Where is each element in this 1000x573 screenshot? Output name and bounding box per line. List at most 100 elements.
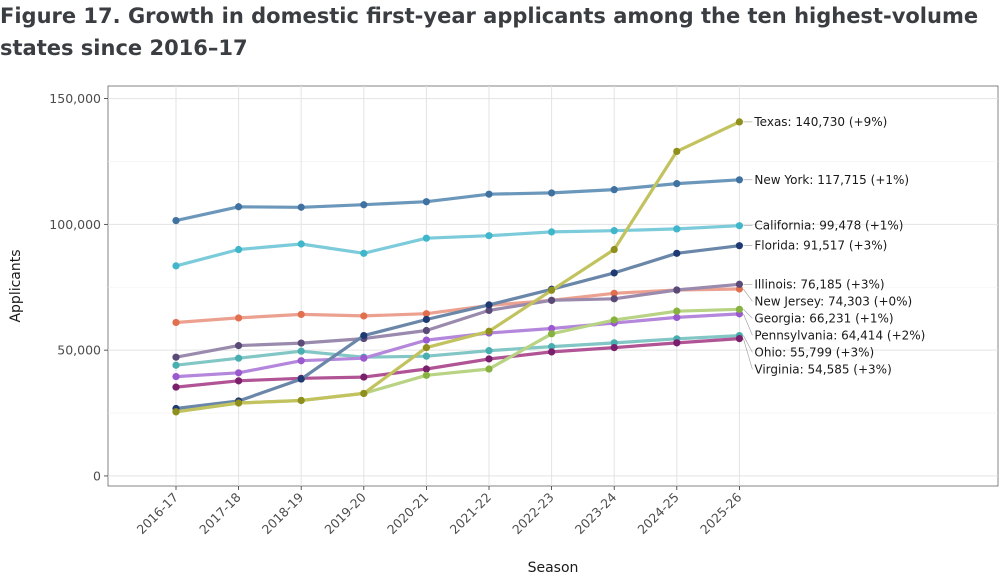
series-line-new-jersey xyxy=(174,287,742,325)
label-leader-georgia xyxy=(743,309,753,319)
label-leader-pennsylvania xyxy=(743,313,753,336)
data-point-virginia xyxy=(548,348,556,356)
data-point-texas xyxy=(548,286,556,294)
y-tick-label: 50,000 xyxy=(57,343,101,358)
series-lines xyxy=(172,118,744,416)
data-point-new-york xyxy=(235,203,243,211)
data-point-virginia xyxy=(360,373,368,381)
x-tick-label: 2021-22 xyxy=(447,490,495,538)
end-label-florida: Florida: 91,517 (+3%) xyxy=(754,239,887,253)
series-line-illinois xyxy=(174,282,742,359)
label-leader-new-jersey xyxy=(743,288,753,302)
end-label-georgia: Georgia: 66,231 (+1%) xyxy=(754,311,893,325)
series-line-new-york xyxy=(174,178,742,223)
series-line-florida xyxy=(174,244,742,411)
data-point-georgia xyxy=(485,365,493,373)
data-point-illinois xyxy=(485,306,493,315)
data-point-new-jersey xyxy=(297,310,305,319)
data-point-ohio xyxy=(172,361,180,369)
data-point-ohio xyxy=(422,352,430,360)
data-point-florida xyxy=(735,242,744,250)
data-point-texas xyxy=(673,147,681,156)
x-tick-label: 2022-23 xyxy=(509,490,557,538)
data-point-new-york xyxy=(297,203,305,211)
data-point-new-york xyxy=(172,216,180,225)
data-point-ohio xyxy=(297,347,305,355)
x-tick-label: 2020-21 xyxy=(384,490,432,538)
data-point-pennsylvania xyxy=(422,336,430,344)
data-point-texas xyxy=(297,396,305,405)
data-point-california xyxy=(422,234,430,242)
end-labels: Texas: 140,730 (+9%) New York: 117,715 (+… xyxy=(743,115,925,376)
data-point-florida xyxy=(360,331,368,340)
data-point-ohio xyxy=(485,347,493,355)
x-tick-label: 2017-18 xyxy=(196,489,244,537)
data-point-georgia xyxy=(422,371,430,379)
data-point-virginia xyxy=(610,344,618,352)
x-axis-ticks: 2016-17 2017-18 2018-19 2019-20 2020-21 2021-… xyxy=(134,486,745,537)
y-tick-label: 150,000 xyxy=(49,91,101,106)
data-point-california xyxy=(735,222,744,230)
data-point-georgia xyxy=(673,307,681,315)
data-point-virginia xyxy=(673,339,681,347)
x-tick-label: 2025-26 xyxy=(697,489,745,537)
data-point-texas xyxy=(360,389,368,398)
figure-title: Figure 17. Growth in domestic first-year… xyxy=(0,4,979,60)
x-tick-label: 2019-20 xyxy=(321,489,369,537)
label-leader-virginia xyxy=(743,338,753,370)
gridlines xyxy=(108,86,998,486)
data-point-new-jersey xyxy=(172,318,180,327)
data-point-california xyxy=(485,232,493,240)
y-axis-ticks: 0 50,000 100,000 150,000 xyxy=(49,91,108,483)
data-point-texas xyxy=(235,399,243,407)
data-point-california xyxy=(673,225,681,233)
end-label-texas: Texas: 140,730 (+9%) xyxy=(753,115,887,129)
data-point-pennsylvania xyxy=(235,369,243,377)
data-point-new-york xyxy=(610,186,618,194)
data-point-pennsylvania xyxy=(360,354,368,362)
data-point-virginia xyxy=(235,377,243,385)
end-label-new-york: New York: 117,715 (+1%) xyxy=(754,173,909,187)
data-point-california xyxy=(297,240,305,248)
end-label-ohio: Ohio: 55,799 (+3%) xyxy=(754,345,874,359)
end-label-pennsylvania: Pennsylvania: 64,414 (+2%) xyxy=(754,328,925,342)
data-point-pennsylvania xyxy=(172,372,180,381)
data-point-new-york xyxy=(735,176,744,184)
data-point-illinois xyxy=(548,296,556,304)
data-point-virginia xyxy=(735,335,744,343)
data-point-california xyxy=(172,262,180,270)
data-point-pennsylvania xyxy=(548,324,556,333)
data-point-illinois xyxy=(422,326,430,335)
y-tick-label: 100,000 xyxy=(49,217,101,232)
data-point-florida xyxy=(485,301,493,309)
x-axis-title: Season xyxy=(528,560,579,573)
data-point-pennsylvania xyxy=(297,357,305,365)
x-tick-label: 2024-25 xyxy=(634,490,682,538)
data-point-california xyxy=(548,228,556,236)
data-point-georgia xyxy=(610,316,618,324)
data-point-virginia xyxy=(422,365,430,373)
series-line-california xyxy=(174,224,742,268)
y-axis-title: Applicants xyxy=(8,249,24,322)
data-point-illinois xyxy=(297,339,305,347)
data-point-new-york xyxy=(673,180,681,188)
data-point-virginia xyxy=(485,355,493,363)
data-point-california xyxy=(235,245,243,254)
data-point-georgia xyxy=(735,305,744,313)
data-point-texas xyxy=(422,344,430,352)
data-point-new-york xyxy=(360,201,368,209)
data-point-new-york xyxy=(422,198,430,206)
data-point-texas xyxy=(172,408,180,416)
data-point-florida xyxy=(610,269,618,277)
data-point-ohio xyxy=(235,354,243,362)
data-point-illinois xyxy=(673,286,681,294)
data-point-illinois xyxy=(235,342,243,350)
x-tick-label: 2016-17 xyxy=(134,490,182,538)
data-point-ohio xyxy=(548,343,556,351)
data-point-illinois xyxy=(610,295,618,303)
data-point-virginia xyxy=(172,383,180,391)
end-label-california: California: 99,478 (+1%) xyxy=(754,219,903,233)
series-line-ohio xyxy=(174,334,742,367)
data-point-new-jersey xyxy=(235,314,243,322)
